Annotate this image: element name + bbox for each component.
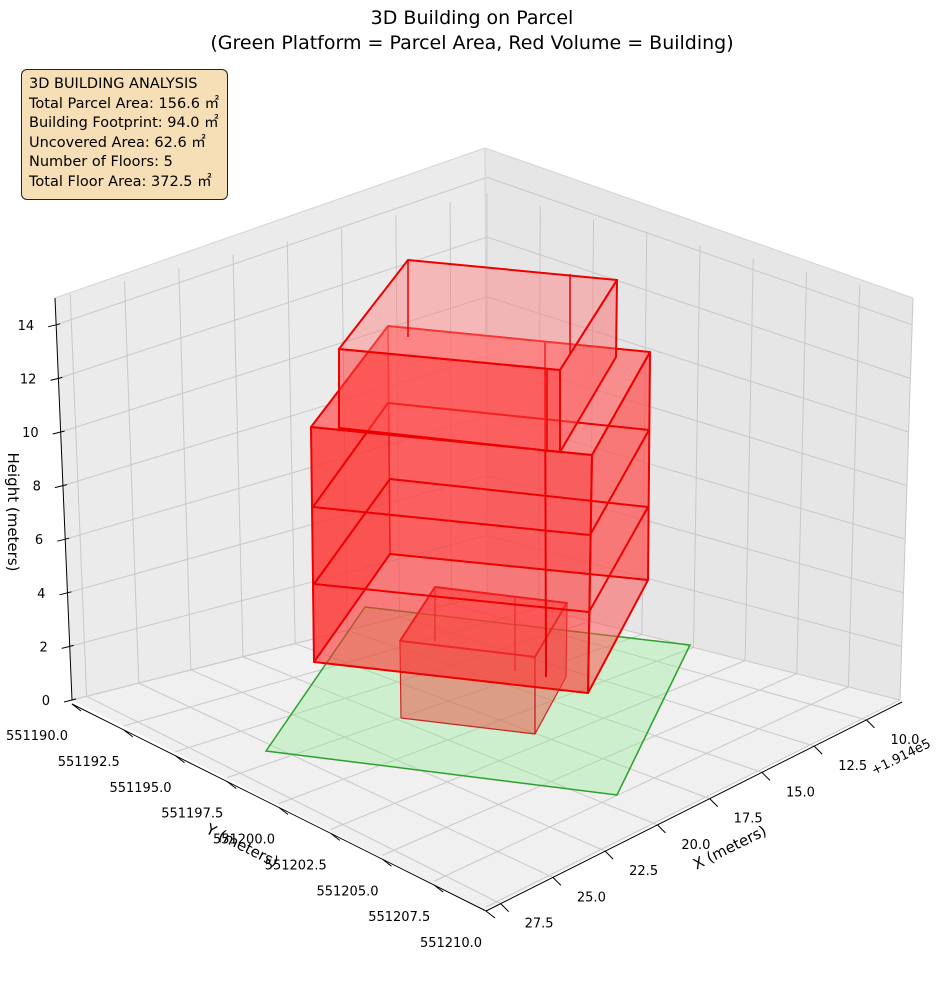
- z-tick-mark: [54, 484, 68, 489]
- info-line: Total Parcel Area: 156.6 ㎡: [29, 95, 220, 112]
- y-tick-label: 551197.5: [161, 807, 223, 822]
- x-tick-mark: [866, 719, 875, 729]
- x-tick-mark: [761, 772, 771, 781]
- y-tick-mark: [226, 781, 237, 790]
- chart-title: 3D Building on Parcel (Green Platform = …: [0, 6, 944, 56]
- grid-line: [86, 695, 501, 905]
- y-tick-mark: [71, 703, 82, 712]
- y-tick-label: 551202.5: [265, 858, 327, 873]
- x-tick-label: 22.5: [629, 864, 658, 879]
- z-tick-mark: [57, 537, 70, 542]
- z-tick-label: 6: [35, 533, 43, 548]
- grid-line: [847, 284, 861, 687]
- grid-line: [190, 669, 606, 852]
- z-tick-mark: [48, 323, 61, 328]
- y-tick-mark: [175, 755, 185, 764]
- grid-line: [744, 258, 754, 661]
- y-tick-label: 551205.0: [316, 884, 378, 899]
- x-tick-mark: [813, 745, 823, 755]
- chart-subtitle: (Green Platform = Parcel Area, Red Volum…: [210, 32, 734, 54]
- z-tick-mark: [63, 698, 77, 703]
- z-axis-label: Height (meters): [4, 453, 22, 572]
- floor-pane: [72, 595, 900, 910]
- y-tick-mark: [330, 832, 341, 841]
- grid-line: [796, 271, 807, 674]
- x-tick-label: 15.0: [786, 785, 815, 800]
- x-tick-label: 20.0: [681, 838, 710, 853]
- x-tick-mark: [604, 850, 614, 860]
- x-tick-label: 27.5: [525, 917, 554, 932]
- y-tick-label: 551195.0: [109, 781, 171, 796]
- grid-line: [123, 281, 140, 684]
- building-volume: [310, 259, 651, 735]
- info-line: 3D BUILDING ANALYSIS: [29, 76, 198, 92]
- info-line: Total Floor Area: 372.5 ㎡: [29, 173, 212, 190]
- info-line: Building Footprint: 94.0 ㎡: [29, 115, 219, 132]
- y-tick-label: 551210.0: [420, 936, 482, 951]
- z-tick-label: 0: [42, 694, 50, 709]
- x-tick-label: 10.0: [890, 733, 919, 748]
- x-tick-label: 25.0: [577, 890, 606, 905]
- y-tick-mark: [382, 858, 392, 867]
- grid-line: [69, 294, 88, 697]
- y-tick-mark: [485, 910, 496, 919]
- x-tick-mark: [709, 798, 719, 807]
- y-tick-label: 551192.5: [58, 755, 120, 770]
- y-tick-mark: [123, 729, 134, 738]
- grid-line: [232, 254, 244, 657]
- grid-line: [138, 682, 554, 878]
- z-tick-label: 4: [37, 587, 45, 602]
- grid-line: [60, 296, 488, 433]
- x-tick-label: 17.5: [734, 812, 763, 827]
- y-tick-label: 551200.0: [213, 833, 275, 848]
- z-tick-mark: [52, 430, 65, 435]
- y-tick-mark: [278, 807, 289, 815]
- y-tick-mark: [433, 884, 444, 893]
- grid-line: [330, 660, 746, 830]
- z-tick-label: 2: [39, 640, 47, 655]
- z-axis: 0 2 4 6 8 10 12 14 Height (meters): [4, 297, 77, 709]
- building-analysis-box: 3D BUILDING ANALYSIS Total Parcel Area: …: [21, 69, 229, 200]
- y-tick-label: 551207.5: [368, 910, 430, 925]
- y-tick-label: 551190.0: [6, 729, 68, 744]
- grid-line: [434, 686, 849, 882]
- z-tick-label: 12: [20, 372, 37, 387]
- z-tick-mark: [50, 376, 63, 381]
- x-tick-mark: [552, 877, 562, 886]
- x-tick-mark: [657, 824, 666, 834]
- z-tick-mark: [59, 591, 72, 596]
- grid-line: [286, 241, 296, 644]
- grid-line: [485, 699, 901, 908]
- z-tick-label: 8: [33, 480, 41, 495]
- x-tick-label: 12.5: [838, 759, 867, 774]
- grid-line: [899, 297, 914, 701]
- chart-title-main: 3D Building on Parcel: [370, 7, 574, 29]
- x-tick-mark: [500, 903, 509, 913]
- info-line: Number of Floors: 5: [29, 154, 173, 171]
- grid-line: [382, 673, 797, 856]
- info-line: Uncovered Area: 62.6 ㎡: [29, 134, 206, 151]
- z-tick-label: 10: [22, 426, 39, 441]
- z-tick-label: 14: [18, 319, 35, 334]
- z-tick-mark: [61, 644, 74, 649]
- grid-line: [693, 245, 701, 648]
- grid-line: [178, 267, 192, 670]
- grid-line: [55, 176, 488, 326]
